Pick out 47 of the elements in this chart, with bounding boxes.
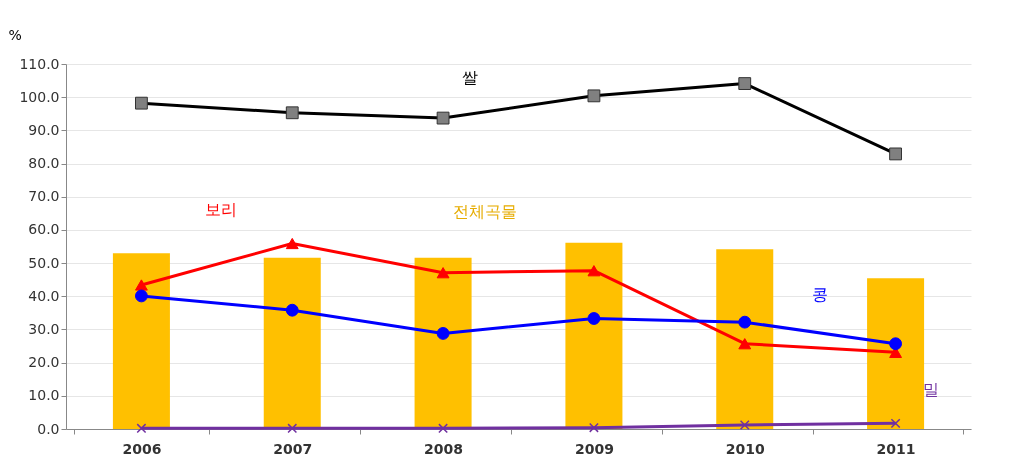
y-tick-label: 70.0 — [28, 188, 60, 205]
text: 보리 — [205, 199, 238, 219]
bar — [716, 249, 774, 429]
point — [285, 303, 299, 317]
y-tick-label: 30.0 — [28, 320, 60, 337]
x-tick-label: 2010 — [725, 440, 765, 457]
y-tick-label: 40.0 — [28, 287, 60, 304]
y-tick-label: 80.0 — [28, 155, 60, 172]
bar — [565, 242, 623, 429]
point — [587, 265, 601, 277]
text: 전체곡물 — [453, 201, 518, 221]
point — [135, 289, 148, 303]
point — [890, 418, 901, 429]
series-label: 밀 — [922, 380, 939, 400]
x-tick-label: 2007 — [273, 440, 313, 457]
point — [438, 423, 449, 434]
bar — [112, 253, 170, 429]
point — [136, 423, 147, 434]
bar — [414, 257, 472, 429]
point — [588, 422, 599, 433]
point — [738, 315, 752, 329]
point — [889, 337, 902, 351]
bar — [867, 278, 925, 429]
point — [287, 423, 298, 434]
y-tick-label: 20.0 — [28, 354, 60, 371]
y-tick-label: 110.0 — [19, 55, 60, 72]
point — [285, 237, 299, 250]
y-tick-label: 100.0 — [19, 88, 60, 105]
x-tick-label: 2011 — [876, 440, 916, 457]
y-tick-label: 50.0 — [28, 254, 60, 271]
point — [738, 338, 752, 350]
y-tick-label: 60.0 — [28, 221, 60, 238]
point — [436, 327, 450, 340]
point — [587, 312, 601, 325]
x-tick-label: 2008 — [424, 440, 464, 457]
x-tick-label: 2006 — [122, 440, 162, 457]
y-tick-label: 0.0 — [37, 420, 60, 437]
y-axis-title: % — [8, 26, 22, 43]
point — [135, 279, 148, 291]
bar — [263, 257, 321, 429]
point — [436, 267, 450, 279]
y-tick-label: 90.0 — [28, 121, 60, 138]
point — [739, 420, 750, 430]
series-label: 쌀 — [462, 68, 479, 88]
series-label: 콩 — [811, 285, 828, 305]
y-tick-label: 10.0 — [28, 387, 60, 404]
x-tick-label: 2009 — [574, 440, 614, 457]
